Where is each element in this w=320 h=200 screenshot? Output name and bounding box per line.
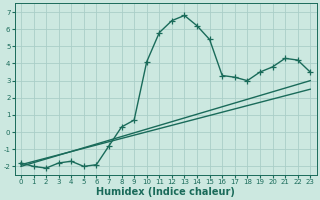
- X-axis label: Humidex (Indice chaleur): Humidex (Indice chaleur): [96, 187, 235, 197]
